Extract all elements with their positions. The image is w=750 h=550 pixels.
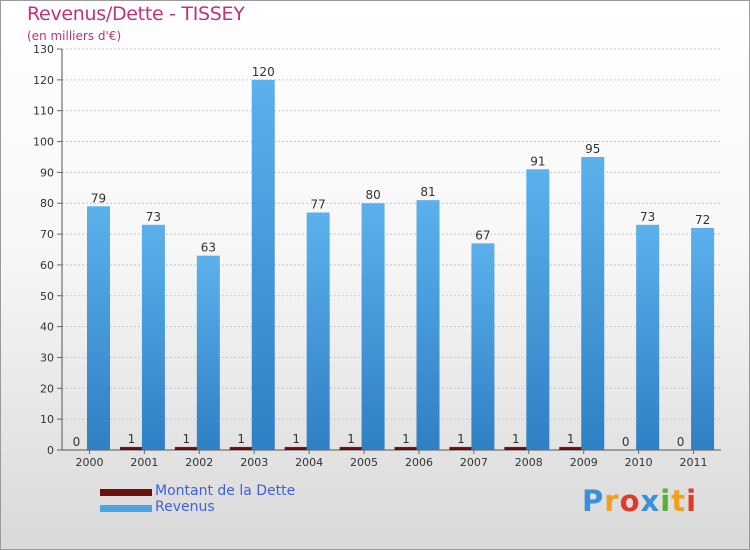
bar-revenus xyxy=(471,243,495,450)
data-label-revenus: 73 xyxy=(146,210,161,224)
data-label-dette: 0 xyxy=(622,435,630,449)
data-label-dette: 1 xyxy=(292,432,300,446)
bar-dette xyxy=(229,446,253,450)
x-tick-label: 2003 xyxy=(240,456,268,469)
x-tick-label: 2007 xyxy=(460,456,488,469)
x-tick-label: 2006 xyxy=(405,456,433,469)
x-tick-label: 2000 xyxy=(75,456,103,469)
logo-letter: i xyxy=(660,484,672,518)
x-tick-label: 2008 xyxy=(515,456,543,469)
y-tick-label: 90 xyxy=(40,166,54,179)
y-tick-label: 120 xyxy=(33,74,54,87)
bar-revenus xyxy=(581,156,605,450)
y-tick-label: 100 xyxy=(33,136,54,149)
data-label-dette: 1 xyxy=(402,432,410,446)
data-label-revenus: 63 xyxy=(201,241,216,255)
y-tick-label: 10 xyxy=(40,413,54,426)
data-label-dette: 0 xyxy=(677,435,685,449)
bar-revenus xyxy=(251,79,275,450)
bar-dette xyxy=(559,446,583,450)
y-tick-label: 60 xyxy=(40,259,54,272)
bar-dette xyxy=(394,446,418,450)
x-tick-label: 2002 xyxy=(185,456,213,469)
logo-letter: i xyxy=(686,484,698,518)
bar-dette xyxy=(284,446,308,450)
bar-revenus xyxy=(526,169,550,451)
data-label-dette: 1 xyxy=(457,432,465,446)
data-label-dette: 1 xyxy=(128,432,136,446)
bar-revenus xyxy=(306,212,330,450)
x-tick-label: 2011 xyxy=(680,456,708,469)
x-tick-label: 2009 xyxy=(570,456,598,469)
bar-dette xyxy=(504,446,528,450)
data-label-revenus: 79 xyxy=(91,191,106,205)
data-label-dette: 1 xyxy=(183,432,191,446)
legend-swatch-dette xyxy=(100,489,152,496)
y-tick-label: 0 xyxy=(47,444,54,457)
x-tick-label: 2005 xyxy=(350,456,378,469)
x-tick-label: 2001 xyxy=(130,456,158,469)
proxiti-logo: Proxiti xyxy=(582,484,697,518)
y-tick-label: 40 xyxy=(40,321,54,334)
logo-letter: t xyxy=(671,484,687,518)
data-label-revenus: 77 xyxy=(311,197,326,211)
y-tick-label: 80 xyxy=(40,197,54,210)
bar-dette xyxy=(174,446,198,450)
bar-revenus xyxy=(416,200,440,450)
chart-title: Revenus/Dette - TISSEY xyxy=(27,3,245,25)
y-tick-label: 30 xyxy=(40,351,54,364)
data-label-revenus: 120 xyxy=(252,65,275,79)
bar-revenus xyxy=(141,224,165,450)
data-label-revenus: 72 xyxy=(695,213,710,227)
bar-revenus xyxy=(87,206,110,450)
bar-revenus xyxy=(361,203,385,450)
data-label-revenus: 81 xyxy=(420,185,435,199)
data-label-revenus: 95 xyxy=(585,142,600,156)
bar-revenus xyxy=(196,255,220,450)
legend-swatch-revenus xyxy=(100,505,152,512)
logo-letter: r xyxy=(604,484,620,518)
y-tick-label: 70 xyxy=(40,228,54,241)
x-tick-label: 2010 xyxy=(625,456,653,469)
data-label-revenus: 67 xyxy=(475,228,490,242)
y-tick-label: 110 xyxy=(33,105,54,118)
bar-revenus xyxy=(691,227,715,450)
bar-dette xyxy=(119,446,143,450)
data-label-revenus: 73 xyxy=(640,210,655,224)
legend-label-revenus: Revenus xyxy=(155,499,215,515)
bar-dette xyxy=(449,446,473,450)
bar-dette xyxy=(339,446,363,450)
y-tick-label: 20 xyxy=(40,382,54,395)
y-tick-label: 50 xyxy=(40,290,54,303)
legend-label-dette: Montant de la Dette xyxy=(155,483,296,499)
logo-letter: x xyxy=(640,484,661,518)
data-label-dette: 1 xyxy=(512,432,520,446)
x-tick-label: 2004 xyxy=(295,456,323,469)
data-label-revenus: 91 xyxy=(530,154,545,168)
y-tick-label: 130 xyxy=(33,43,54,56)
data-label-dette: 1 xyxy=(237,432,245,446)
data-label-dette: 1 xyxy=(347,432,355,446)
chart-subtitle: (en milliers d'€) xyxy=(27,29,122,43)
data-label-dette: 0 xyxy=(73,435,81,449)
data-label-dette: 1 xyxy=(567,432,575,446)
logo-letter: P xyxy=(582,484,605,518)
bar-revenus xyxy=(636,224,660,450)
data-label-revenus: 80 xyxy=(365,188,380,202)
logo-letter: o xyxy=(619,484,641,518)
